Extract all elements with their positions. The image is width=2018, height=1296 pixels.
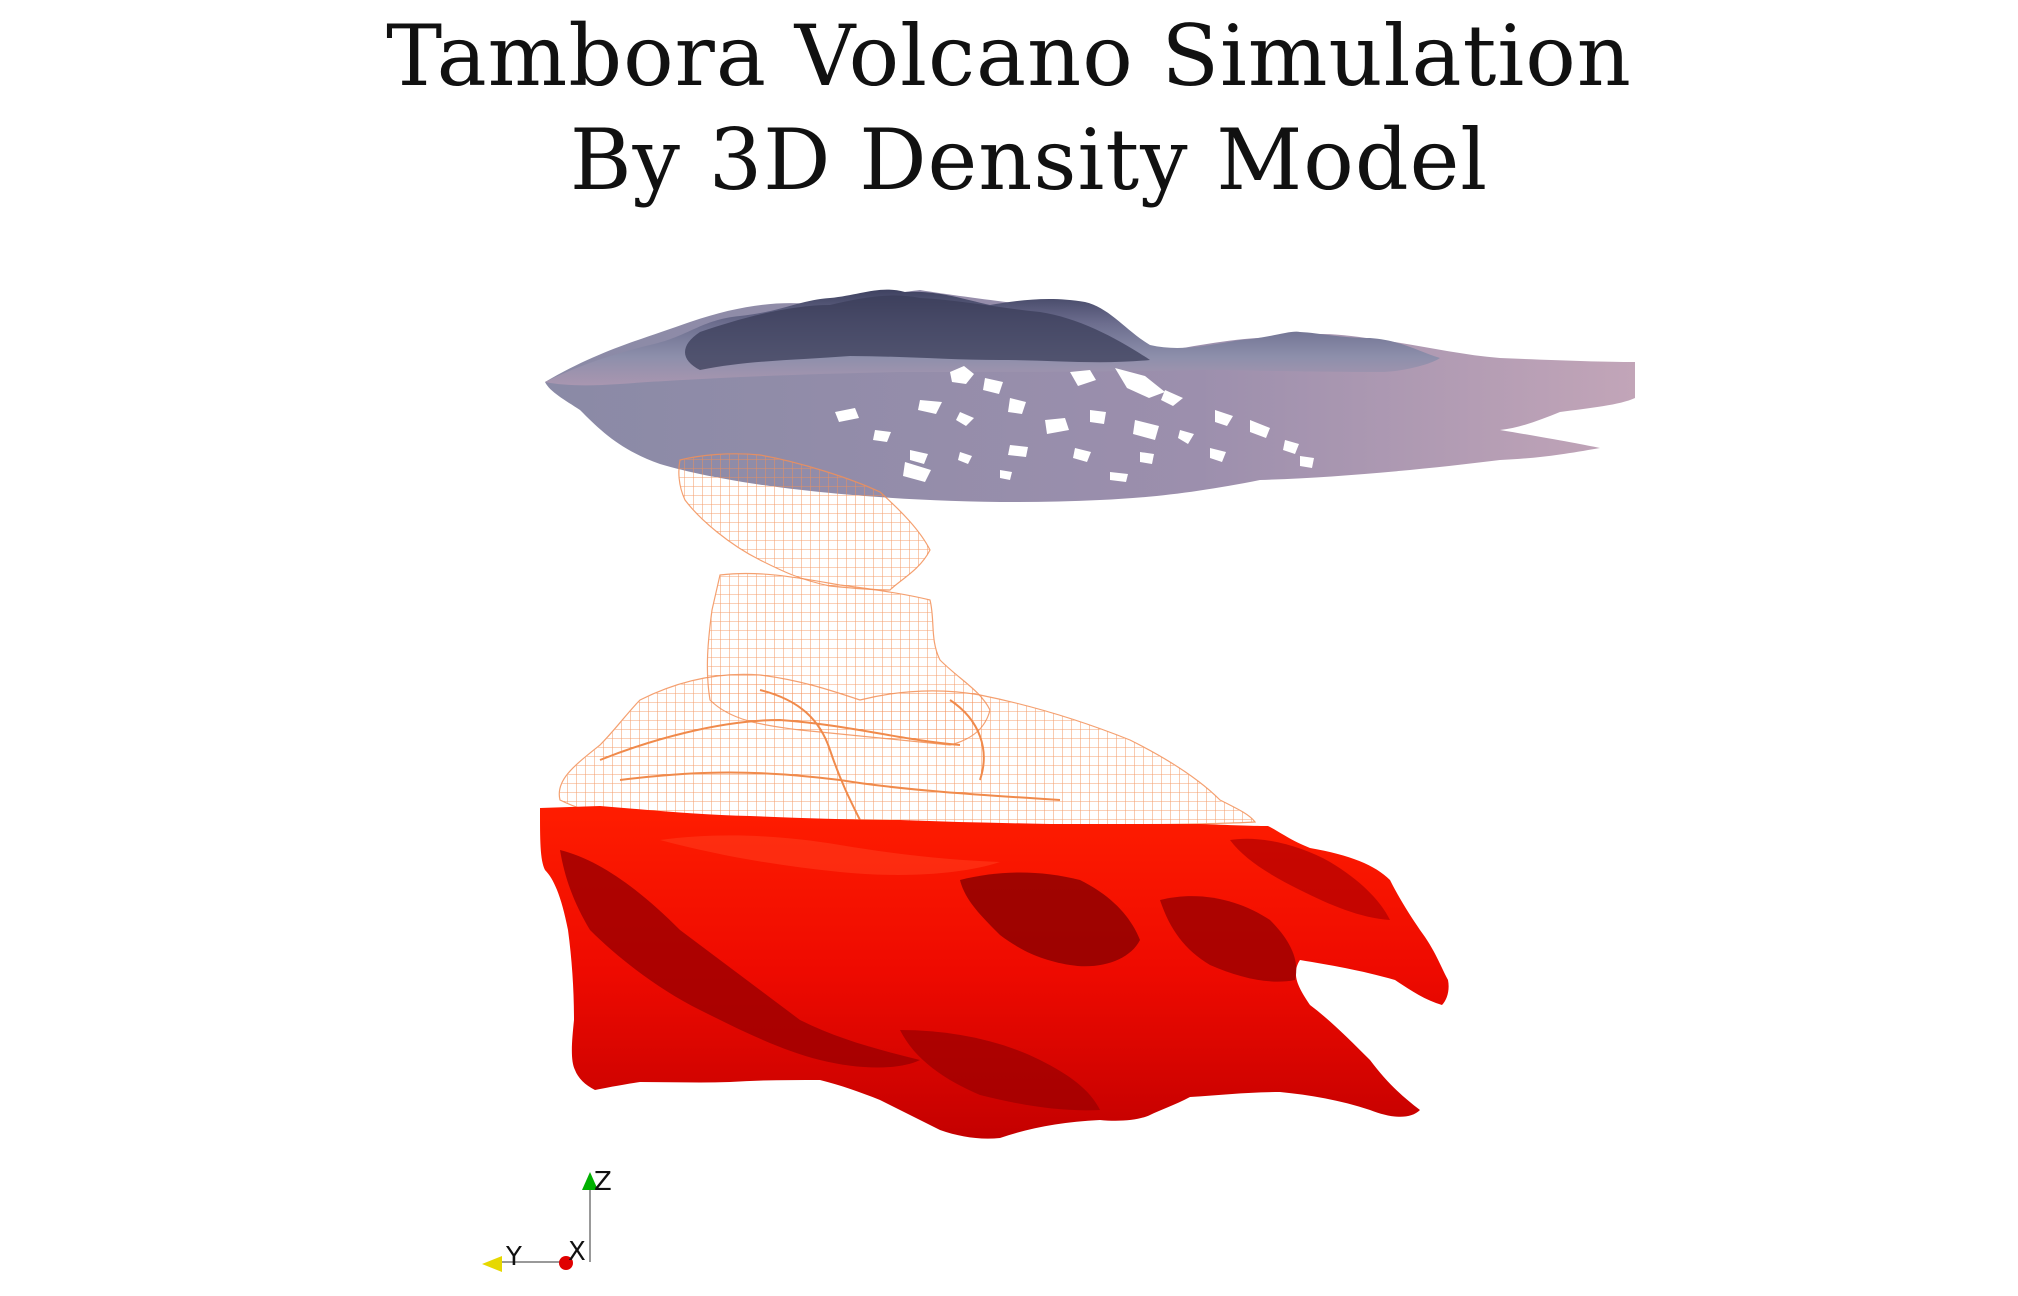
density-plume-wireframe[interactable] <box>558 453 1257 826</box>
plume-mesh-lower <box>558 673 1257 826</box>
magma-shadow-5 <box>900 1030 1100 1111</box>
y-axis-arrow-icon <box>482 1256 502 1272</box>
z-axis-label: Z <box>594 1167 612 1197</box>
magma-shadow-1 <box>560 850 920 1068</box>
plume-mesh-upper <box>678 453 931 591</box>
title-line-2: By 3D Density Model <box>569 111 1489 209</box>
magma-shadow-4 <box>1230 838 1390 920</box>
title-line-1: Tambora Volcano Simulation <box>386 7 1632 105</box>
x-axis-label: X <box>568 1237 586 1267</box>
magma-shadow-3 <box>1160 896 1297 982</box>
magma-body-main <box>540 806 1449 1139</box>
magma-highlight <box>660 835 1000 875</box>
orientation-axes: Z Y X <box>482 1167 612 1272</box>
snow-patches <box>835 366 1314 482</box>
figure-title: Tambora Volcano Simulation By 3D Density… <box>0 0 2018 212</box>
magma-shadow-2 <box>960 872 1140 967</box>
terrain-surface[interactable] <box>545 289 1635 503</box>
z-axis-arrow-icon <box>582 1172 598 1190</box>
terrain-shadow-face <box>685 295 1150 370</box>
magma-body[interactable] <box>540 806 1449 1139</box>
plume-contour-lines <box>599 689 1061 821</box>
y-axis-label: Y <box>505 1242 522 1272</box>
x-axis-marker-icon <box>559 1256 573 1270</box>
